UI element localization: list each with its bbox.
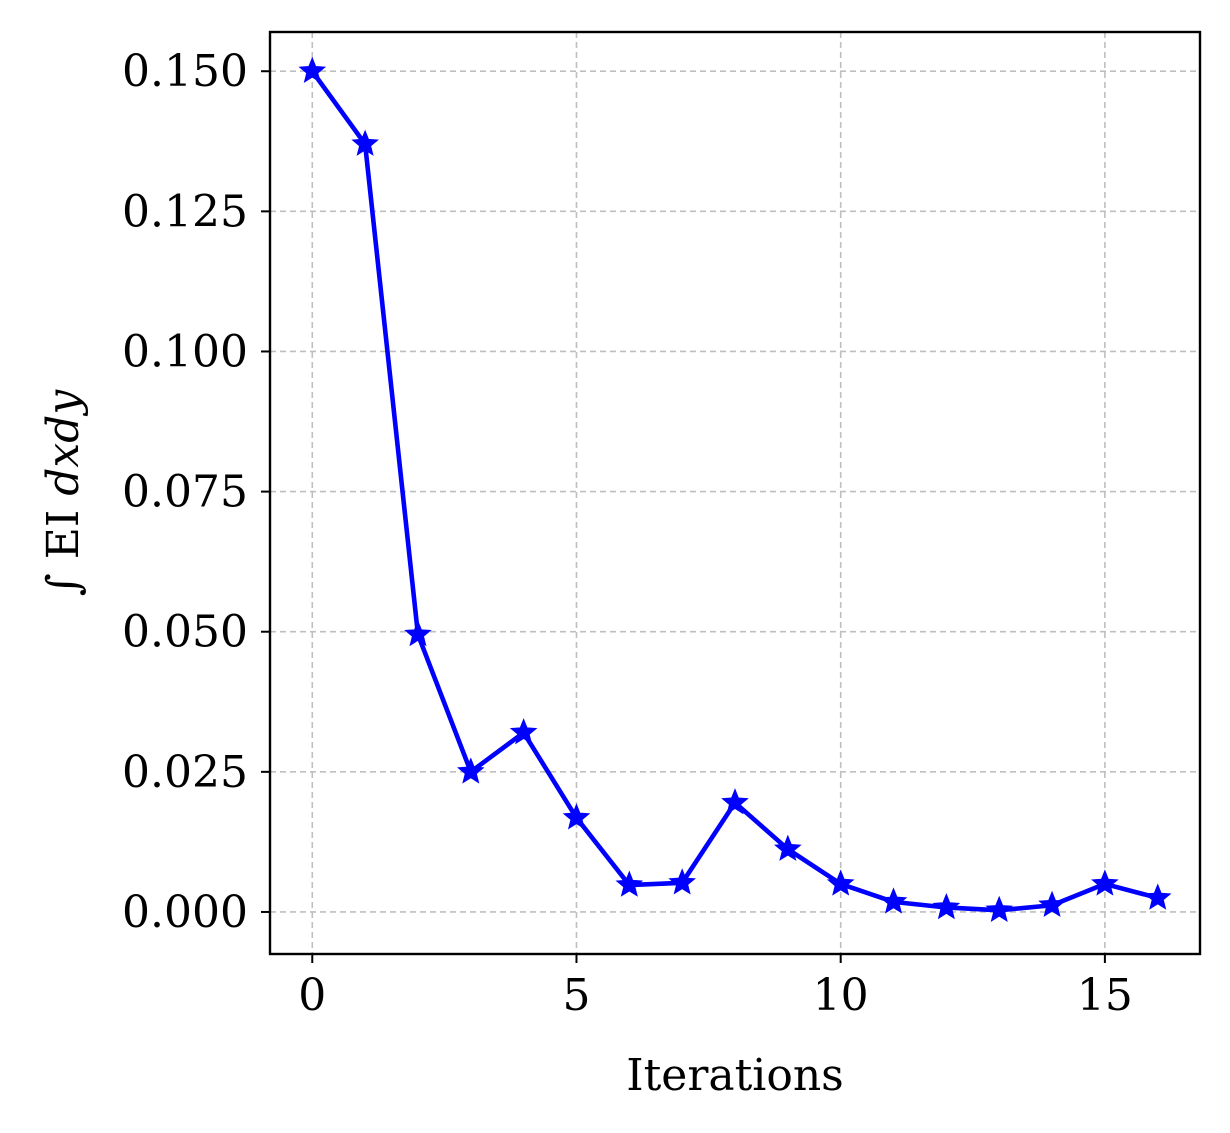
y-axis-label-math: dxdy [38,389,89,496]
y-tick-label: 0.025 [122,747,248,798]
data-point-marker [562,803,591,830]
data-point-marker [351,129,379,156]
data-point-marker [879,887,908,914]
data-point-marker [298,56,327,83]
data-point-marker [1091,869,1119,896]
data-point-marker [509,718,538,745]
series-line [310,69,1159,913]
data-point-marker [456,757,485,784]
y-tick-label: 0.125 [122,186,248,237]
data-point-marker [404,620,432,647]
data-point-marker [615,870,644,897]
data-point-marker [826,869,855,896]
y-axis-label-prefix: ∫ EI [38,496,89,596]
data-point-marker [1038,890,1066,917]
y-tick-label: 0.075 [122,467,248,518]
plot-frame [268,30,1202,956]
data-point-marker [774,834,802,861]
data-point-marker [721,788,749,815]
data-point-marker [1143,883,1172,910]
data-point-marker [932,892,961,920]
data-point-marker [985,895,1014,923]
x-tick-label: 15 [1077,970,1133,1021]
grid [270,32,1200,954]
y-tick-label: 0.050 [122,607,248,658]
x-tick-label: 10 [813,970,869,1021]
y-tick-label: 0.000 [122,887,248,938]
data-point-marker [668,868,696,895]
y-tick-label: 0.150 [122,46,248,97]
ticks: 0 5 10 15 0.000 0.025 0.050 0.075 0.100 0.125 0.15… [122,46,1133,1021]
x-tick-label: 5 [562,970,590,1021]
x-axis-label: Iterations [626,1050,844,1101]
x-tick-label: 0 [298,970,326,1021]
y-axis-label: ∫ EI dxdy [38,389,89,597]
y-tick-label: 0.100 [122,326,248,377]
series-layer [298,56,1172,923]
